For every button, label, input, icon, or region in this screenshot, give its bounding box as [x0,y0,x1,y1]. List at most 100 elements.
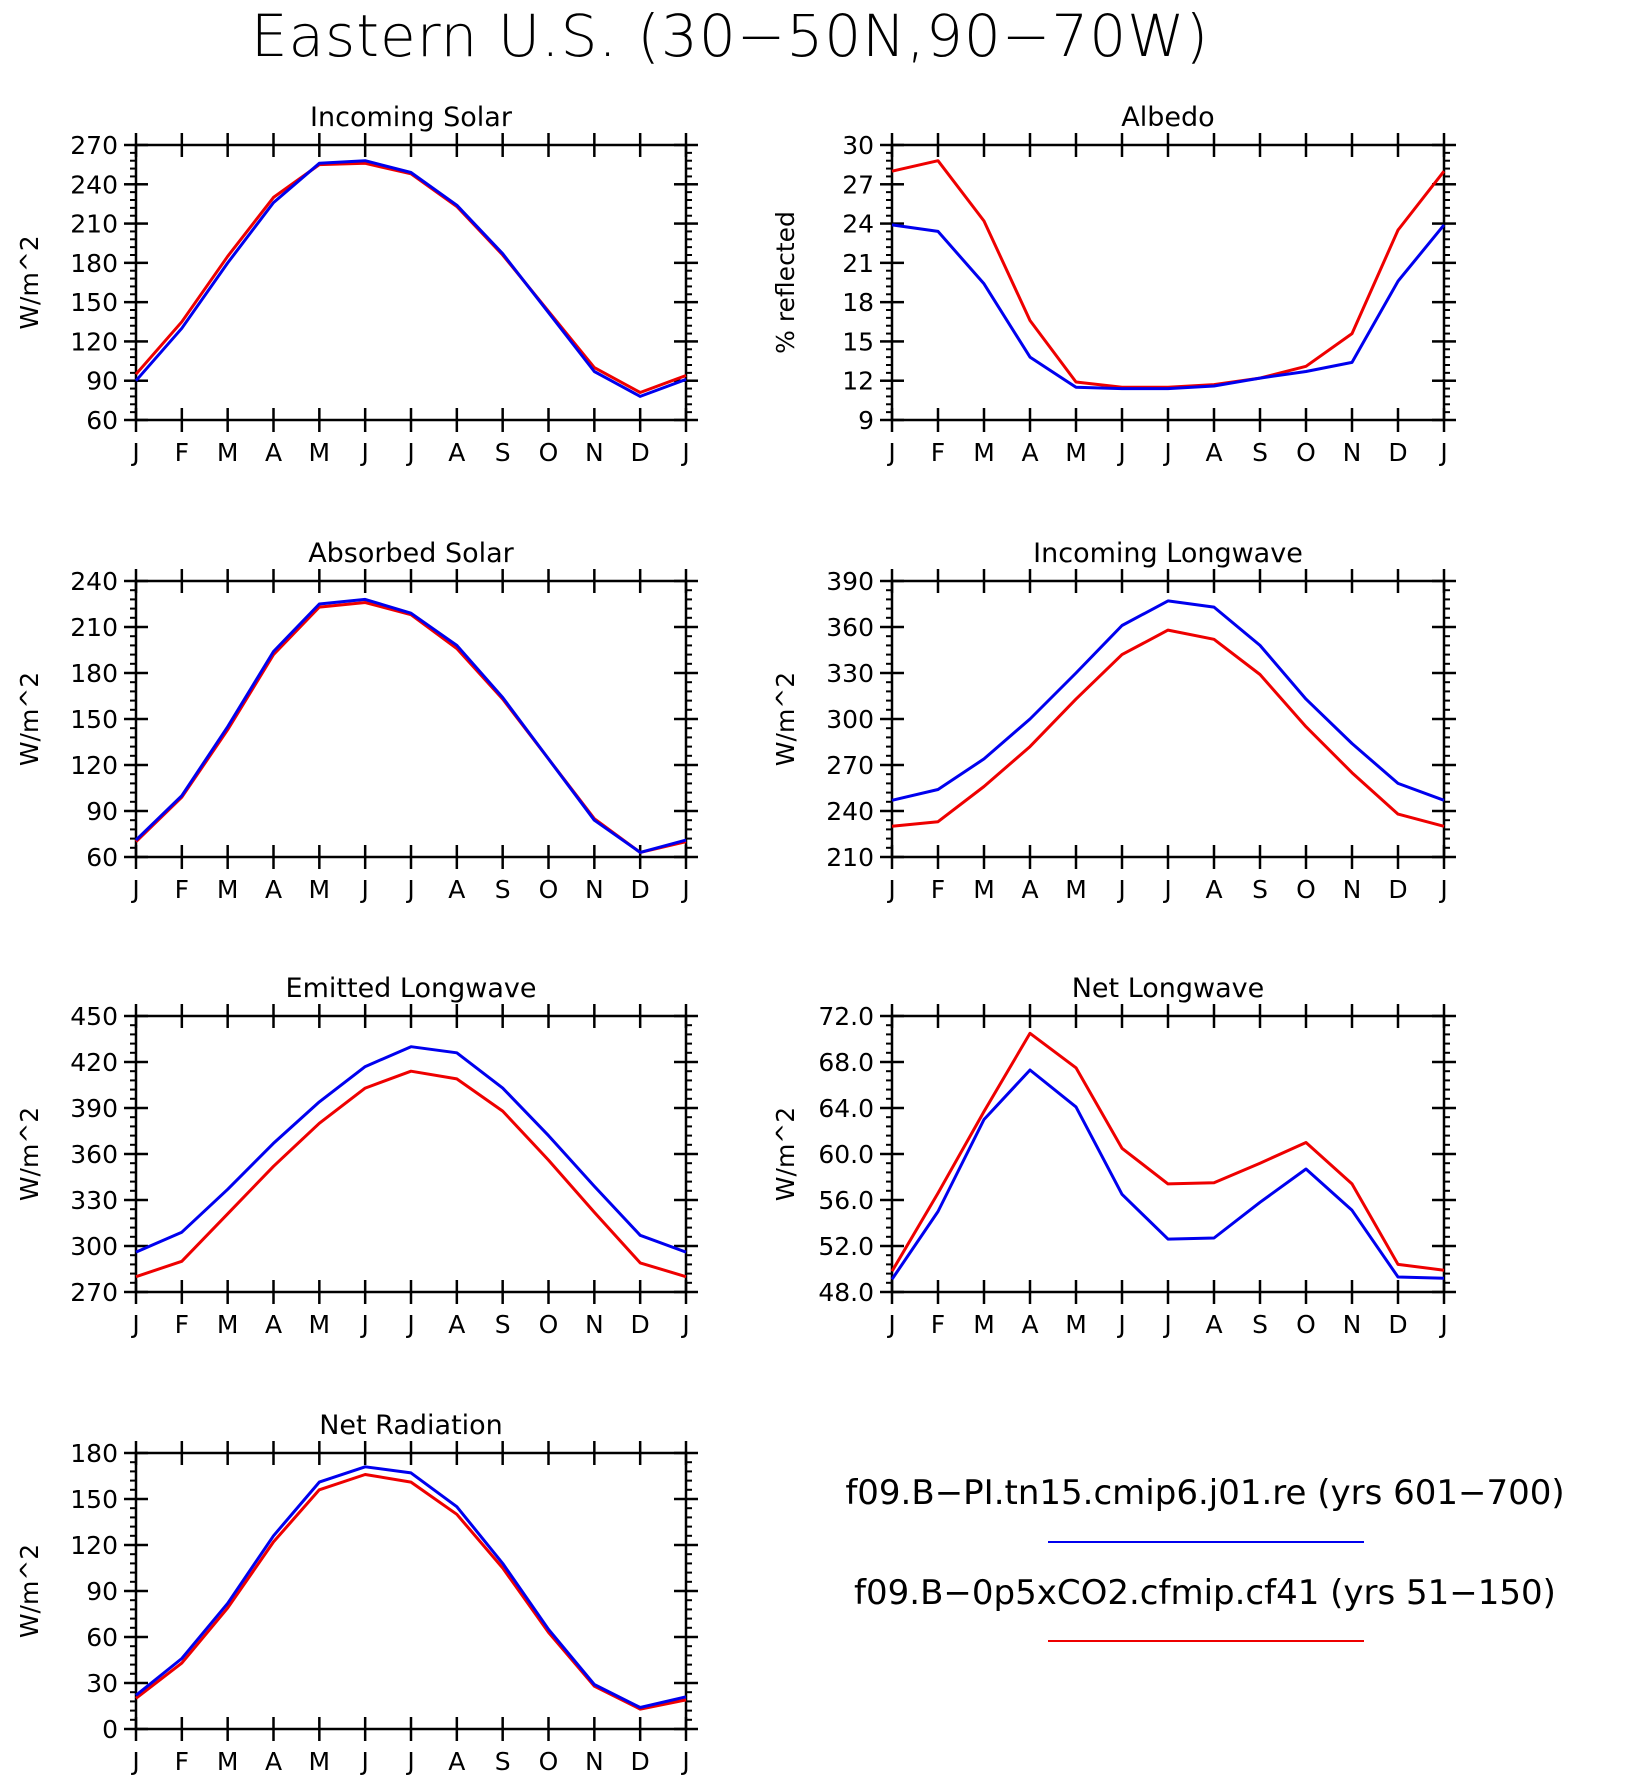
y-tick-label: 330 [826,659,874,688]
x-tick-label: M [217,1310,239,1339]
x-tick-label: D [1388,875,1407,904]
x-tick-label: O [539,875,559,904]
x-tick-label: A [1205,438,1222,467]
x-tick-label: D [631,875,650,904]
y-tick-label: 60 [86,406,118,435]
x-tick-label: J [130,438,139,467]
y-tick-label: 56.0 [818,1186,874,1215]
series-line-0 [135,1069,687,1279]
y-tick-label: 420 [70,1048,118,1077]
panel-title: Absorbed Solar [308,538,514,569]
x-tick-label: J [886,875,895,904]
plot-frame [134,579,688,859]
x-tick-label: J [1162,1310,1171,1339]
x-tick-label: N [585,1747,604,1776]
x-tick-label: O [539,1310,559,1339]
x-tick-label: D [631,1747,650,1776]
y-tick-label: 270 [70,131,118,160]
y-tick-label: 90 [86,367,118,396]
panel-title: Incoming Solar [310,102,513,133]
x-tick-label: J [130,875,139,904]
panels: J F M A M J J A S O N D J6090120150180210240270Incom… [15,102,1456,1776]
x-tick-label: M [217,438,239,467]
y-axis-label: W/m^2 [15,235,44,329]
x-tick-label: M [1065,1310,1087,1339]
y-tick-label: 240 [70,567,118,596]
y-tick-label: 360 [70,1140,118,1169]
y-axis-label: W/m^2 [771,672,800,766]
x-tick-label: J [680,1310,689,1339]
y-tick-label: 30 [86,1669,118,1698]
y-tick-label: 0 [102,1715,118,1744]
x-tick-label: J [359,438,368,467]
x-tick-label: A [1021,438,1038,467]
y-tick-label: 150 [70,1485,118,1514]
x-tick-label: D [1388,438,1407,467]
y-axis-label: W/m^2 [15,1544,44,1638]
y-tick-label: 90 [86,797,118,826]
y-tick-label: 240 [70,170,118,199]
plot-frame [890,1014,1446,1294]
x-tick-label: D [1388,1310,1407,1339]
y-axis-label: W/m^2 [15,1107,44,1201]
x-tick-label: O [1296,1310,1316,1339]
x-tick-label: A [265,1310,282,1339]
x-tick-label: J [886,1310,895,1339]
x-tick-label: A [1021,1310,1038,1339]
x-tick-label: A [448,1747,465,1776]
series-line-0 [135,1473,687,1711]
x-tick-label: J [1116,1310,1125,1339]
x-tick-label: J [1116,875,1125,904]
x-tick-label: F [931,1310,945,1339]
y-axis-label: W/m^2 [771,1107,800,1201]
x-tick-label: M [973,1310,995,1339]
series-line-1 [134,597,687,854]
series-line-1 [135,1465,687,1709]
y-tick-label: 12 [842,367,874,396]
x-tick-label: J [405,1310,414,1339]
y-tick-label: 180 [70,249,118,278]
x-tick-label: J [405,438,414,467]
x-tick-label: A [265,875,282,904]
x-tick-label: O [1296,875,1316,904]
y-tick-label: 240 [826,797,874,826]
y-tick-label: 27 [842,170,874,199]
series-line-0 [890,1031,1445,1273]
main-title: Eastern U.S. (30−50N,90−70W) [251,2,1209,70]
y-tick-label: 270 [70,1278,118,1307]
x-tick-label: J [405,1747,414,1776]
series-line-1 [134,159,687,398]
x-tick-label: F [175,875,189,904]
y-tick-label: 72.0 [818,1002,874,1031]
x-tick-label: F [175,1310,189,1339]
y-tick-label: 24 [842,210,874,239]
legend: f09.B−PI.tn15.cmip6.j01.re (yrs 601−700)… [845,1473,1565,1642]
panel-title: Emitted Longwave [286,973,537,1004]
series-line-1 [891,599,1445,802]
x-tick-label: J [1438,1310,1447,1339]
panel-title: Net Longwave [1072,973,1265,1004]
y-tick-label: 180 [70,1439,118,1468]
y-tick-label: 180 [70,659,118,688]
x-tick-label: A [448,875,465,904]
y-tick-label: 18 [842,288,874,317]
x-tick-label: S [1252,875,1268,904]
chart-panel-0: J F M A M J J A S O N D J6090120150180210240270Incom… [15,102,698,467]
y-tick-label: 68.0 [818,1048,874,1077]
y-tick-label: 60 [86,1623,118,1652]
y-tick-label: 210 [826,843,874,872]
y-tick-label: 90 [86,1577,118,1606]
x-tick-label: N [585,438,604,467]
x-tick-label: M [309,1310,331,1339]
y-tick-label: 30 [842,131,874,160]
x-tick-label: J [359,1310,368,1339]
panel-title: Net Radiation [319,1410,503,1441]
y-tick-label: 60.0 [818,1140,874,1169]
x-tick-label: N [1343,438,1362,467]
x-tick-label: M [1065,438,1087,467]
y-axis-label: W/m^2 [15,672,44,766]
x-tick-label: J [130,1747,139,1776]
x-tick-label: J [1438,438,1447,467]
x-tick-label: A [265,1747,282,1776]
y-tick-label: 300 [70,1232,118,1261]
